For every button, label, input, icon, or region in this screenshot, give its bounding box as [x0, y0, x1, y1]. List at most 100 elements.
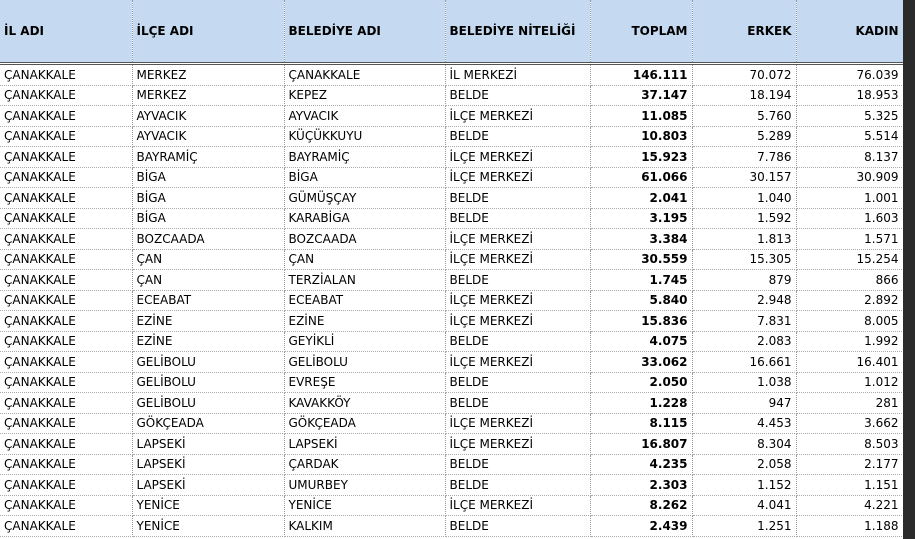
table-cell: 866: [796, 269, 904, 291]
table-cell: YENİCE: [284, 495, 446, 516]
table-cell: 2.058: [692, 454, 797, 475]
table-cell: BELDE: [445, 269, 591, 291]
table-cell: ECEABAT: [132, 290, 285, 311]
table-cell: 3.195: [590, 208, 693, 229]
table-cell: ÇANAKKALE: [0, 105, 133, 127]
table-cell: EZİNE: [132, 310, 285, 332]
table-cell: 1.001: [796, 187, 904, 209]
table-row: ÇANAKKALE ÇAN ÇAN İLÇE MERKEZİ 30.559 15.305 1…: [0, 249, 904, 270]
table-row: ÇANAKKALE YENİCE KALKIM BELDE 2.439 1.251 1.18…: [0, 515, 904, 537]
table-cell: GÖKÇEADA: [284, 413, 446, 434]
table-cell: ÇANAKKALE: [0, 187, 133, 209]
table-cell: 3.662: [796, 413, 904, 434]
table-cell: İLÇE MERKEZİ: [445, 167, 591, 188]
table-cell: 15.923: [590, 146, 693, 168]
table-cell: 2.303: [590, 474, 693, 496]
table-row: ÇANAKKALE BİGA BİGA İLÇE MERKEZİ 61.066 30.15…: [0, 167, 904, 188]
table-cell: ÇANAKKALE: [0, 290, 133, 311]
table-cell: 1.152: [692, 474, 797, 496]
table-cell: 4.221: [796, 495, 904, 516]
table-cell: 61.066: [590, 167, 693, 188]
table-cell: ÇANAKKALE: [0, 413, 133, 434]
table-cell: LAPSEKİ: [132, 433, 285, 455]
table-cell: 4.075: [590, 331, 693, 352]
table-cell: 15.836: [590, 310, 693, 332]
table-cell: İLÇE MERKEZİ: [445, 146, 591, 168]
table-cell: 30.909: [796, 167, 904, 188]
table-cell: 16.661: [692, 351, 797, 373]
table-cell: ÇANAKKALE: [0, 351, 133, 373]
table-cell: 5.325: [796, 105, 904, 127]
table-cell: 3.384: [590, 228, 693, 250]
table-cell: 1.571: [796, 228, 904, 250]
table-row: ÇANAKKALE GELİBOLU EVREŞE BELDE 2.050 1.038 1.…: [0, 372, 904, 393]
table-cell: İLÇE MERKEZİ: [445, 290, 591, 311]
table-cell: 37.147: [590, 85, 693, 106]
window-edge: [903, 0, 915, 539]
table-cell: BAYRAMİÇ: [284, 146, 446, 168]
table-cell: 7.786: [692, 146, 797, 168]
table-cell: KÜÇÜKKUYU: [284, 126, 446, 147]
table-cell: 5.840: [590, 290, 693, 311]
table-cell: ÇANAKKALE: [0, 208, 133, 229]
table-cell: ÇAN: [132, 249, 285, 270]
table-row: ÇANAKKALE GÖKÇEADA GÖKÇEADA İLÇE MERKEZİ 8.1…: [0, 413, 904, 434]
table-cell: 16.807: [590, 433, 693, 455]
table-cell: MERKEZ: [132, 63, 285, 86]
header-row: İL ADI İLÇE ADI BELEDİYE ADI BELEDİYE NİTEL…: [0, 0, 904, 65]
table-cell: 2.083: [692, 331, 797, 352]
table-cell: BİGA: [284, 167, 446, 188]
table-cell: İLÇE MERKEZİ: [445, 351, 591, 373]
table-cell: 1.151: [796, 474, 904, 496]
table-cell: BELDE: [445, 515, 591, 537]
table-cell: İLÇE MERKEZİ: [445, 413, 591, 434]
table-cell: BOZCAADA: [284, 228, 446, 250]
table-row: ÇANAKKALE ÇAN TERZİALAN BELDE 1.745 879 866: [0, 269, 904, 291]
table-cell: 5.514: [796, 126, 904, 147]
table-cell: BELDE: [445, 372, 591, 393]
table-cell: 76.039: [796, 63, 904, 86]
table-cell: 1.228: [590, 392, 693, 414]
table-cell: 879: [692, 269, 797, 291]
table-cell: 2.177: [796, 454, 904, 475]
table-cell: 15.305: [692, 249, 797, 270]
table-cell: BAYRAMİÇ: [132, 146, 285, 168]
table-cell: ÇANAKKALE: [0, 146, 133, 168]
table-row: ÇANAKKALE BİGA KARABİGA BELDE 3.195 1.592 1.60…: [0, 208, 904, 229]
table-cell: 8.503: [796, 433, 904, 455]
table-cell: UMURBEY: [284, 474, 446, 496]
table-cell: ÇANAKKALE: [0, 269, 133, 291]
table-cell: ÇANAKKALE: [284, 63, 446, 86]
table-cell: AYVACIK: [132, 126, 285, 147]
table-cell: GÜMÜŞÇAY: [284, 187, 446, 209]
table-cell: EZİNE: [284, 310, 446, 332]
table-row: ÇANAKKALE ECEABAT ECEABAT İLÇE MERKEZİ 5.840…: [0, 290, 904, 311]
table-cell: ÇANAKKALE: [0, 372, 133, 393]
table-cell: 4.041: [692, 495, 797, 516]
table-cell: KALKIM: [284, 515, 446, 537]
table-cell: ECEABAT: [284, 290, 446, 311]
table-cell: BELDE: [445, 454, 591, 475]
header-cell: BELEDİYE NİTELİĞİ: [445, 0, 591, 65]
table-cell: 1.040: [692, 187, 797, 209]
table-cell: 1.813: [692, 228, 797, 250]
table-cell: 18.194: [692, 85, 797, 106]
table-cell: ÇANAKKALE: [0, 392, 133, 414]
table-cell: 1.251: [692, 515, 797, 537]
table-cell: BOZCAADA: [132, 228, 285, 250]
table-cell: KAVAKKÖY: [284, 392, 446, 414]
table-cell: 1.592: [692, 208, 797, 229]
table-cell: MERKEZ: [132, 85, 285, 106]
table-cell: GÖKÇEADA: [132, 413, 285, 434]
table-cell: 1.188: [796, 515, 904, 537]
table-cell: İLÇE MERKEZİ: [445, 310, 591, 332]
table-cell: EVREŞE: [284, 372, 446, 393]
table-cell: GELİBOLU: [132, 351, 285, 373]
table-cell: BİGA: [132, 208, 285, 229]
table-row: ÇANAKKALE YENİCE YENİCE İLÇE MERKEZİ 8.262 4.…: [0, 495, 904, 516]
table-cell: GELİBOLU: [132, 392, 285, 414]
table-cell: İLÇE MERKEZİ: [445, 249, 591, 270]
table-cell: 8.304: [692, 433, 797, 455]
